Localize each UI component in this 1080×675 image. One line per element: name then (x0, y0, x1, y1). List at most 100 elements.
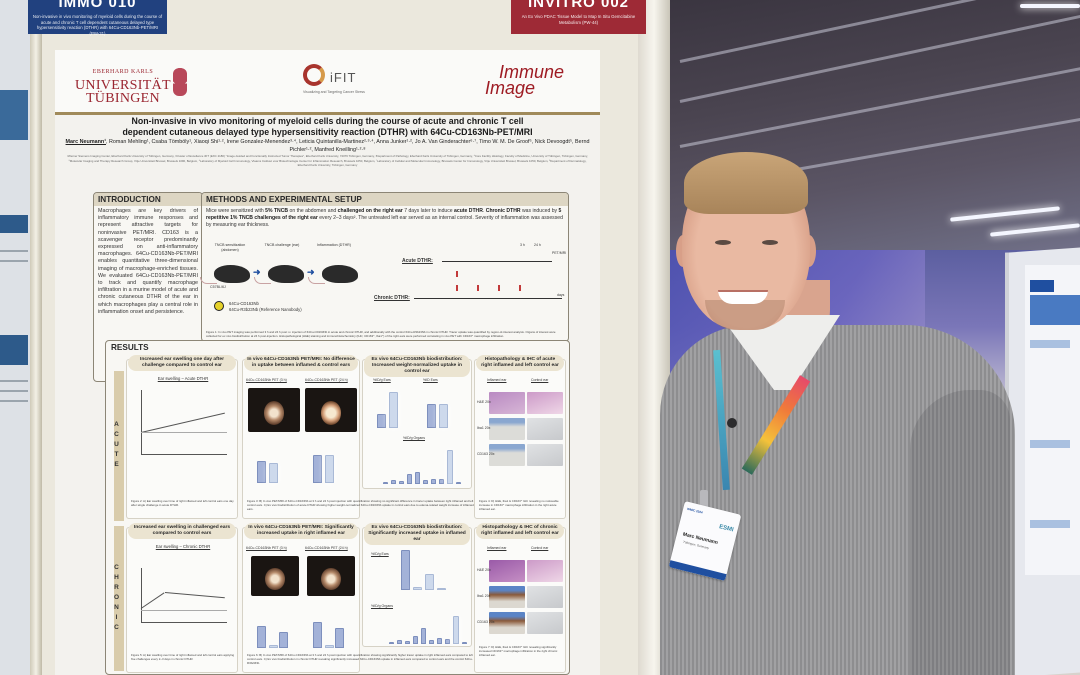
title-line: Non-invasive in vivo monitoring of myelo… (131, 116, 524, 126)
neighbor-poster-tag (1030, 280, 1054, 292)
logo-bar: EBERHARD KARLS UNIVERSITÄT TÜBINGEN iFIT… (55, 50, 600, 112)
hair (684, 152, 808, 214)
eye (715, 240, 731, 245)
stain-label: Iba1 20x (477, 426, 491, 430)
chronic-panel-a: Ear swelling – Chronic DTHR Figure 5: A)… (126, 527, 238, 673)
neighbor-poster-section (1030, 440, 1070, 448)
figure-caption: Figure 5: A) Ear swelling over time of r… (131, 653, 235, 661)
timepoint: 24 h (534, 243, 541, 247)
finding-pill: Ex vivo 64Cu-CD163Nb biodistribution: Si… (364, 523, 470, 545)
poster-code: INVITRO 002 (527, 0, 630, 11)
control-line (141, 432, 227, 433)
pet-label: 64Cu-CD163Nb PET (24 h) (305, 546, 348, 550)
bar (377, 414, 386, 428)
neighbor-text-line (0, 390, 28, 392)
bar-chart (401, 546, 451, 590)
badge-event: WMIC 2024 (686, 506, 704, 515)
stain-label: CD163 20x (477, 620, 495, 624)
ihc-image (489, 612, 525, 634)
histology-image (489, 392, 525, 414)
neighbor-poster-title-band (1030, 295, 1080, 325)
mouse-strain: C57BL/6J (210, 285, 226, 289)
neighbor-text-line (0, 400, 28, 402)
section-heading: INTRODUCTION (94, 193, 202, 206)
inflamed-line (164, 592, 225, 599)
pet-label: 64Cu-CD163Nb PET (3 h) (246, 378, 287, 382)
pet-label: 64Cu-CD163Nb PET (3 h) (246, 546, 287, 550)
x-axis (141, 622, 227, 623)
poster-tag-subtitle: Non-invasive in vivo monitoring of myelo… (32, 14, 163, 36)
step-label: TNCB sensitization (abdomen) (214, 243, 246, 252)
text-bold: acute DTHR (454, 208, 483, 214)
university-seal-icon (173, 68, 187, 96)
bar-chart (309, 610, 349, 648)
figure-caption: Figure 7: D) H&E, Iba1 & CD163⁺ IHC reve… (479, 645, 558, 657)
plot-title: Ear swelling – Chronic DTHR (155, 544, 211, 549)
badge-clip (700, 490, 708, 510)
ihc-image (527, 444, 563, 466)
plot-title: %ID/g Ears (373, 378, 391, 382)
figure-caption: Figure 6: B) In vivo PET/MRI of 64Cu-CD1… (247, 653, 473, 665)
step-label: Inflammation (DTHR) (317, 243, 351, 247)
column-label: Inflamed ear (487, 546, 507, 550)
radioactive-icon (214, 301, 224, 311)
bar-chart (309, 445, 349, 483)
plot-title: %ID/g Organs (403, 436, 425, 440)
challenge-tick (519, 285, 521, 291)
plot-title: %ID/g Organs (371, 604, 393, 608)
ceiling-light (1020, 4, 1080, 8)
figure-caption: Figure 4: D) H&E, Iba1 & CD163⁺ IHC reve… (479, 499, 559, 511)
title-line: dependent cutaneous delayed type hyperse… (122, 127, 533, 137)
challenge-tick (498, 285, 500, 291)
author-list: Marc Neumann¹, Roman Mehling¹, Csaba Töm… (65, 139, 590, 154)
control-line (141, 610, 227, 611)
challenge-tick (456, 271, 458, 277)
chronic-row-label: CHRONIC (113, 526, 124, 671)
bar-chart (253, 445, 293, 483)
neighbor-box (0, 215, 28, 233)
plot-title: Ear swelling – Acute DTHR (157, 376, 209, 381)
inflamed-line (140, 412, 225, 433)
text: . (482, 208, 486, 214)
finding-pill: In vivo 64Cu-CD163Nb PET/MRI: No differe… (244, 355, 358, 371)
acute-panel-d: Inflamed ear Control ear H&E 20x Iba1 20… (474, 359, 566, 519)
chronic-panel-c: %ID/g Ears %ID/g Organs (362, 527, 472, 647)
y-axis (141, 568, 142, 622)
histology-image (527, 560, 563, 582)
methods-section: METHODS AND EXPERIMENTAL SETUP Mice were… (200, 192, 569, 342)
organ-bar-chart (383, 444, 463, 484)
finding-pill: Histopathology & IHC of acute right infl… (476, 355, 564, 371)
plot-title: %ID Ears (423, 378, 438, 382)
chronic-panel-b: 64Cu-CD163Nb PET (3 h) 64Cu-CD163Nb PET … (242, 527, 473, 673)
text-bold: 5 repetitive 1% TNCB challenges of the r… (206, 208, 562, 221)
text: every 2–3 days². The untreated left ear … (206, 215, 563, 228)
arrow-right-icon: ➜ (307, 267, 315, 277)
figure-caption: Figure 2: A) Ear swelling over time of r… (131, 499, 234, 507)
chronic-timeline (414, 298, 562, 299)
neighbor-text-line (0, 380, 28, 382)
immune-image-logo: Immune Image (485, 63, 564, 97)
poster-code: IMMO 010 (58, 0, 137, 11)
bar (269, 463, 278, 483)
bar (439, 404, 448, 428)
column-label: Inflamed ear (487, 378, 507, 382)
text: was induced by (520, 208, 559, 214)
smile (718, 290, 768, 304)
step-label: TNCB challenge (ear) (264, 243, 300, 247)
figure-1-caption: Figure 1: In vivo PET imaging was perfor… (206, 330, 556, 338)
ihc-image (489, 444, 525, 466)
badge-logo: ESMI (718, 524, 735, 534)
pet-image (248, 388, 300, 432)
pet-label: 64Cu-CD163Nb PET (24 h) (305, 378, 348, 382)
ifit-name: iFIT (330, 70, 357, 85)
affiliations: ¹Werner Siemens Imaging Center, Eberhard… (67, 154, 588, 168)
bar-chart (373, 388, 413, 428)
finding-pill: Increased ear swelling in challenged ear… (128, 523, 236, 539)
column-label: Control ear (531, 546, 549, 550)
acute-panel-a: Ear swelling – Acute DTHR Figure 2: A) E… (126, 359, 238, 519)
sweater-button (727, 418, 737, 428)
bar (427, 404, 436, 428)
university-name-line1: UNIVERSITÄT (75, 78, 171, 93)
neighbor-poster-section (1030, 340, 1070, 348)
inflamed-line (140, 592, 165, 609)
